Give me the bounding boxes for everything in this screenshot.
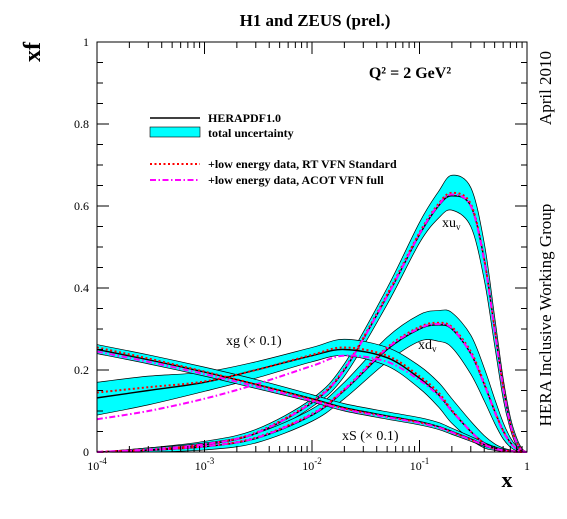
legend-label-rt: +low energy data, RT VFN Standard — [208, 157, 397, 171]
y-tick-label: 0 — [83, 445, 89, 459]
y-tick-label: 1 — [83, 35, 89, 49]
label-xuv: xuv — [442, 216, 461, 232]
legend-swatch-band — [149, 126, 201, 138]
x-tick-labels: 10-4 10-3 10-2 10-1 1 — [87, 456, 530, 473]
y-tick-label: 0.8 — [74, 117, 89, 131]
xuv-acot-line — [96, 193, 528, 453]
legend-label-acot: +low energy data, ACOT VFN full — [208, 173, 384, 187]
x-tick-label: 10-2 — [302, 456, 322, 473]
y-tick-label: 0.6 — [74, 199, 89, 213]
xS-rt-line — [96, 346, 528, 454]
label-xg: xg (× 0.1) — [226, 334, 282, 349]
y-tick-labels: 0 0.2 0.4 0.6 0.8 1 — [74, 35, 89, 459]
side-text-group: HERA Inclusive Working Group — [536, 204, 555, 427]
x-tick-label: 10-4 — [87, 456, 107, 473]
legend-label-band: total uncertainty — [208, 126, 294, 140]
uncertainty-bands — [96, 174, 528, 453]
legend: HERAPDF1.0 total uncertainty +low energy… — [149, 111, 397, 187]
y-tick-label: 0.2 — [74, 363, 89, 377]
x-tick-label: 1 — [524, 459, 530, 473]
xdv-acot-line — [96, 323, 528, 453]
label-xdv: xdv — [418, 338, 437, 354]
x-tick-label: 10-1 — [410, 456, 430, 473]
side-text-date: April 2010 — [536, 51, 555, 125]
chart-title: H1 and ZEUS (prel.) — [240, 11, 391, 30]
axis-ticks — [96, 41, 528, 453]
xS-acot-line — [96, 350, 528, 454]
q2-annotation: Q² = 2 GeV² — [369, 65, 451, 82]
y-tick-label: 0.4 — [74, 281, 89, 295]
x-axis-label: x — [502, 467, 513, 492]
label-xs: xS (× 0.1) — [342, 429, 399, 444]
legend-label-central: HERAPDF1.0 — [208, 111, 281, 125]
y-axis-label: xf — [20, 41, 46, 62]
x-tick-label: 10-3 — [195, 456, 215, 473]
